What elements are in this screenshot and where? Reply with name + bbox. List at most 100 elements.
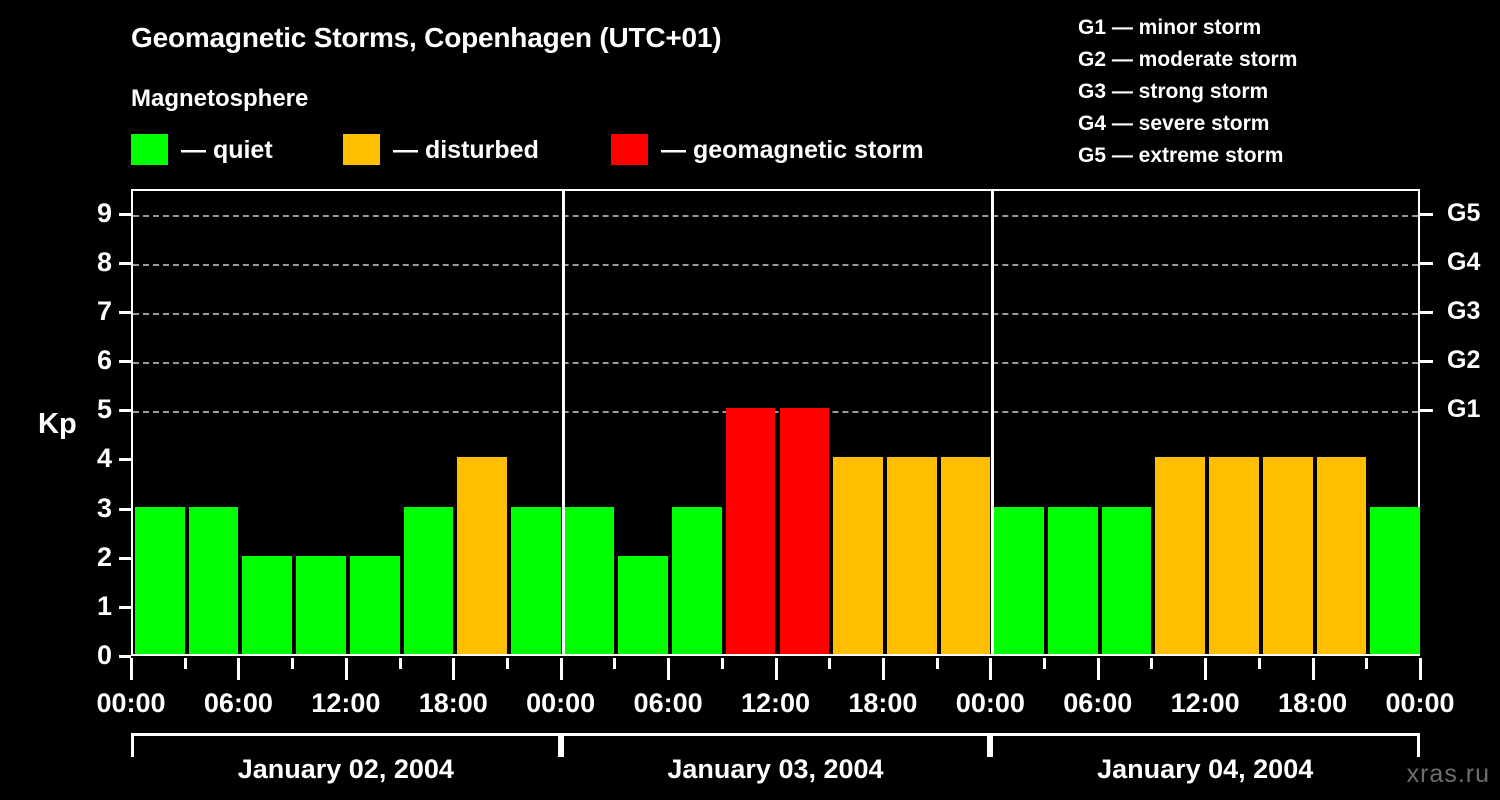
date-label-2: January 03, 2004 [667, 754, 884, 784]
bar-2 [242, 555, 293, 654]
g-tick-G2 [1420, 360, 1433, 364]
legend-label-quiet: — quiet [181, 136, 273, 164]
gridline-kp-6 [133, 362, 1418, 365]
bar-5 [403, 506, 454, 654]
bar-1 [188, 506, 239, 654]
bar-14 [886, 457, 937, 654]
bar-7 [510, 506, 561, 654]
chart-plot-area [131, 189, 1420, 656]
x-tick-label-6: 12:00 [740, 688, 811, 718]
bar-11 [725, 408, 776, 654]
y-tick-1 [119, 605, 131, 609]
date-bracket-1 [131, 733, 561, 757]
x-tick-label-3: 18:00 [418, 688, 488, 718]
y-tick-4 [119, 458, 131, 462]
bar-17 [1048, 506, 1098, 654]
date-label-1: January 02, 2004 [237, 754, 454, 784]
bar-21 [1262, 457, 1313, 654]
x-minor-tick-21 [505, 658, 509, 669]
x-major-tick-30 [667, 658, 671, 680]
x-tick-label-12: 00:00 [1385, 688, 1455, 718]
bar-18 [1101, 506, 1152, 654]
g-tick-G4 [1420, 261, 1433, 265]
x-minor-tick-15 [398, 658, 402, 669]
x-major-tick-66 [1311, 658, 1315, 680]
date-bracket-2 [560, 733, 991, 757]
g-scale-row-3: G3 — strong storm [1078, 80, 1269, 103]
bar-3 [296, 555, 346, 654]
bar-19 [1155, 457, 1206, 654]
g-tick-G1 [1420, 409, 1433, 413]
bar-23 [1370, 506, 1420, 654]
g-tick-G3 [1420, 310, 1433, 314]
bar-12 [779, 408, 830, 654]
y-tick-8 [119, 261, 131, 265]
bar-0 [135, 506, 185, 654]
bar-8 [564, 506, 615, 654]
bar-20 [1209, 457, 1259, 654]
bar-9 [618, 555, 669, 654]
bar-4 [349, 555, 400, 654]
chart-subtitle: Magnetosphere [131, 85, 309, 112]
bar-15 [940, 457, 991, 654]
page-title: Geomagnetic Storms, Copenhagen (UTC+01) [131, 22, 722, 53]
x-tick-label-1: 06:00 [203, 688, 273, 718]
legend-swatch-quiet [131, 134, 168, 165]
x-major-tick-36 [774, 658, 778, 680]
g-tick-label-G1: G1 [1447, 395, 1481, 424]
x-tick-label-10: 12:00 [1170, 688, 1240, 718]
y-tick-label-5: 5 [96, 394, 112, 425]
g-tick-label-G2: G2 [1447, 346, 1481, 375]
x-major-tick-42 [881, 658, 885, 680]
gridline-kp-8 [133, 263, 1418, 266]
x-tick-label-8: 00:00 [955, 688, 1025, 718]
date-bracket-3 [990, 733, 1420, 757]
y-tick-7 [119, 310, 131, 314]
bar-13 [833, 457, 883, 654]
y-tick-label-4: 4 [96, 443, 112, 474]
y-tick-3 [119, 507, 131, 511]
x-tick-label-5: 06:00 [633, 688, 703, 718]
y-tick-label-3: 3 [96, 492, 112, 523]
gridline-kp-9 [133, 214, 1418, 217]
date-label-3: January 04, 2004 [1097, 754, 1314, 784]
x-major-tick-72 [1419, 658, 1422, 680]
x-major-tick-0 [130, 658, 133, 680]
x-tick-label-2: 12:00 [311, 688, 381, 718]
y-tick-5 [119, 409, 131, 413]
x-major-tick-18 [452, 658, 456, 680]
x-tick-label-11: 18:00 [1278, 688, 1348, 718]
y-tick-label-7: 7 [96, 295, 112, 326]
y-tick-label-2: 2 [96, 541, 112, 572]
legend-label-disturbed: — disturbed [393, 136, 539, 164]
y-tick-label-6: 6 [96, 345, 112, 376]
x-minor-tick-33 [720, 658, 724, 669]
legend-swatch-geomagnetic-storm [611, 134, 648, 165]
y-tick-label-0: 0 [96, 640, 112, 670]
x-minor-tick-9 [291, 658, 295, 669]
day-separator-2 [991, 191, 995, 654]
gridline-kp-7 [133, 312, 1418, 315]
g-scale-row-2: G2 — moderate storm [1078, 48, 1298, 71]
y-tick-2 [119, 556, 131, 560]
x-major-tick-60 [1204, 658, 1208, 680]
y-tick-label-8: 8 [96, 246, 112, 277]
g-scale-row-1: G1 — minor storm [1078, 16, 1262, 39]
y-tick-label-1: 1 [96, 590, 112, 621]
x-tick-label-7: 18:00 [848, 688, 918, 718]
bar-22 [1316, 457, 1367, 654]
x-minor-tick-3 [183, 658, 187, 669]
x-major-tick-24 [559, 658, 563, 680]
g-scale-legend: G1 — minor storm G2 — moderate storm G3 — … [1078, 12, 1297, 172]
g-tick-label-G5: G5 [1447, 198, 1481, 227]
x-minor-tick-63 [1257, 658, 1261, 669]
x-major-tick-54 [1096, 658, 1100, 680]
bar-6 [457, 457, 507, 654]
x-tick-label-0: 00:00 [96, 688, 166, 718]
y-tick-label-9: 9 [96, 197, 112, 228]
x-minor-tick-69 [1365, 658, 1369, 669]
y-tick-9 [119, 212, 131, 216]
watermark: xras.ru [1406, 760, 1490, 788]
y-tick-6 [119, 360, 131, 364]
g-scale-row-5: G5 — extreme storm [1078, 144, 1284, 167]
